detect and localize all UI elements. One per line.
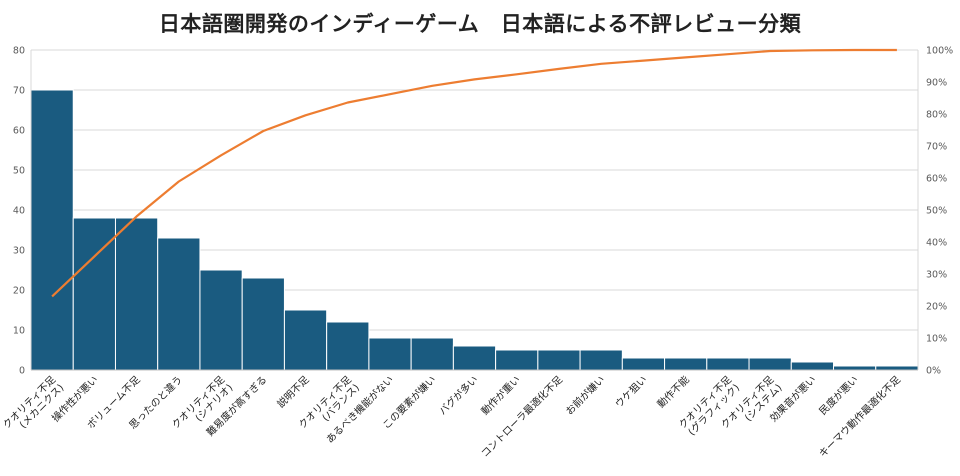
y-tick-label: 80 <box>13 46 25 57</box>
x-tick-label: コントローラ最適化不足 <box>478 373 565 460</box>
bar <box>410 337 454 371</box>
x-tick-label: 動作が重い <box>478 373 523 418</box>
bar-series <box>30 89 919 371</box>
y2-tick-label: 50% <box>926 206 947 217</box>
bar <box>30 89 74 371</box>
y2-tick-label: 60% <box>926 174 947 185</box>
x-tick-label: キーマウ動作最適化不足 <box>816 373 903 460</box>
bar <box>199 269 243 371</box>
bar <box>706 357 750 371</box>
bar <box>326 321 370 371</box>
y2-tick-label: 90% <box>926 78 947 89</box>
y-tick-label: 40 <box>13 206 25 217</box>
y2-tick-label: 80% <box>926 110 947 121</box>
y-tick-label: 20 <box>13 286 25 297</box>
bar <box>114 217 159 371</box>
bar <box>72 217 116 371</box>
y2-tick-label: 40% <box>926 238 947 249</box>
bar <box>537 349 581 371</box>
x-tick-label: 動作不能 <box>654 373 691 410</box>
y2-axis-ticks: 0% 10% 20% 30% 40% 50% 60% 70% 80% 90% 100% <box>926 46 953 377</box>
y2-tick-label: 0% <box>926 366 941 377</box>
x-tick-label: ウケ狙い <box>613 374 650 411</box>
bar <box>790 361 835 371</box>
y2-tick-label: 100% <box>926 46 953 57</box>
bar <box>621 357 666 371</box>
bar <box>452 345 497 371</box>
bar <box>833 365 877 371</box>
bar <box>875 365 919 371</box>
x-axis-ticks: クオリティ不足(メカニクス)操作性が悪いボリューム不足思ったのと違うクオリティ不… <box>1 373 903 460</box>
y-tick-label: 30 <box>13 246 25 257</box>
bar <box>579 349 623 371</box>
x-tick-label: クオリティ不足(メカニクス) <box>1 374 67 440</box>
y2-tick-label: 30% <box>926 270 947 281</box>
cumulative-line-series <box>51 48 897 298</box>
y-tick-label: 60 <box>13 126 25 137</box>
cumulative-line <box>51 48 897 298</box>
bar <box>157 237 201 371</box>
y-tick-label: 10 <box>13 326 25 337</box>
y-tick-label: 70 <box>13 86 25 97</box>
bar <box>283 309 328 371</box>
y-tick-label: 50 <box>13 166 25 177</box>
bar <box>241 277 285 371</box>
y2-tick-label: 20% <box>926 302 947 313</box>
y2-tick-label: 10% <box>926 334 947 345</box>
x-tick-label: バグが多い <box>436 373 481 418</box>
chart-title: 日本語圏開発のインディーゲーム 日本語による不評レビュー分類 <box>158 12 802 36</box>
y-axis-ticks: 0 10 20 30 40 50 60 70 80 <box>13 46 25 377</box>
bar <box>495 349 539 371</box>
x-tick-label: 説明不足 <box>274 373 311 410</box>
y2-tick-label: 70% <box>926 142 947 153</box>
x-tick-label: 民度が悪い <box>816 373 861 418</box>
bar <box>664 357 708 371</box>
y-tick-label: 0 <box>19 366 25 377</box>
x-tick-label: お前が嫌い <box>563 373 608 418</box>
bar <box>368 337 412 371</box>
bar <box>748 357 792 371</box>
axes <box>30 50 919 371</box>
